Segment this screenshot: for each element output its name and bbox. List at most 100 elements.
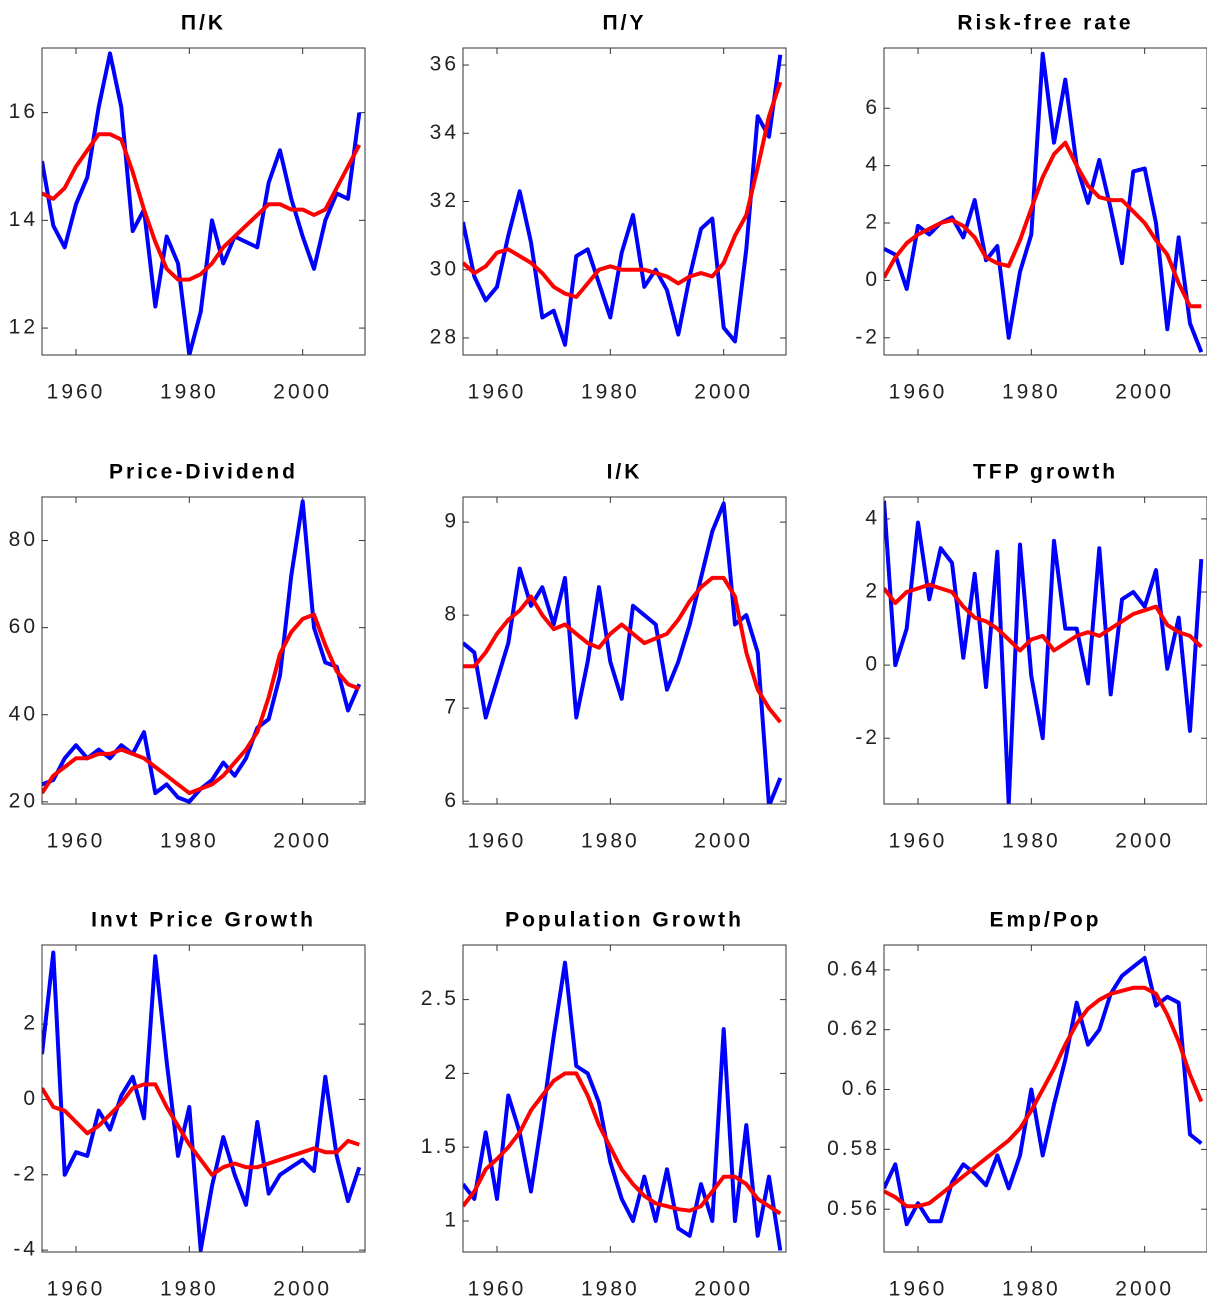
x-tick-label: 1960 xyxy=(468,830,527,853)
y-tick-label: 36 xyxy=(430,53,459,76)
panel: Π/Y 28 30 32 34 36 1960 1980 2000 xyxy=(430,12,787,404)
y-tick-label: 28 xyxy=(430,325,459,348)
y-tick-label: 80 xyxy=(9,528,38,551)
x-tick-label: 1980 xyxy=(581,1278,640,1301)
y-tick-label: 32 xyxy=(430,189,459,212)
x-tick-label: 2000 xyxy=(1115,381,1174,404)
panel: Invt Price Growth -4 -2 0 2 1960 1980 2000 xyxy=(13,909,366,1301)
panel: Risk-free rate -2 0 2 4 6 1960 1980 2000 xyxy=(855,12,1207,404)
series-line xyxy=(42,1082,360,1177)
panel: I/K 6 7 8 9 1960 1980 2000 xyxy=(444,461,787,853)
y-tick-label: 16 xyxy=(9,100,38,123)
y-tick-label: 8 xyxy=(444,603,459,626)
y-tick-label: 60 xyxy=(9,615,38,638)
y-tick-label: 0.62 xyxy=(827,1017,880,1040)
x-tick-label: 2000 xyxy=(694,1278,753,1301)
plot-frame xyxy=(462,47,787,356)
y-tick-label: 0 xyxy=(865,653,880,676)
y-tick-label: 40 xyxy=(9,702,38,725)
series-line xyxy=(463,501,783,804)
y-tick-label: -2 xyxy=(855,726,880,749)
x-tick-label: 2000 xyxy=(694,830,753,853)
panel-title: Π/K xyxy=(181,12,226,35)
x-tick-label: 1960 xyxy=(889,381,948,404)
series-line xyxy=(884,51,1204,353)
plot-frame xyxy=(462,944,787,1253)
x-tick-label: 1960 xyxy=(47,830,106,853)
y-tick-label: 34 xyxy=(430,121,459,144)
y-tick-label: 0.6 xyxy=(842,1077,880,1100)
y-tick-label: 4 xyxy=(865,153,880,176)
panel: Price-Dividend 20 40 60 80 1960 1980 2000 xyxy=(9,461,366,853)
series-line xyxy=(463,575,782,724)
series-line xyxy=(463,81,783,299)
panel-title: Emp/Pop xyxy=(989,909,1101,932)
y-tick-label: 6 xyxy=(865,96,880,119)
y-tick-label: 2 xyxy=(865,580,880,603)
plot-frame xyxy=(883,47,1207,356)
x-tick-label: 1980 xyxy=(160,1278,219,1301)
plot-frame xyxy=(462,496,787,805)
series-line xyxy=(42,51,362,355)
panel: Population Growth 1 1.5 2 2.5 1960 1980 2000 xyxy=(421,909,787,1301)
y-tick-label: 1 xyxy=(444,1209,459,1232)
x-tick-label: 2000 xyxy=(694,381,753,404)
y-tick-label: 9 xyxy=(444,510,459,533)
panel-title: I/K xyxy=(607,461,643,484)
plot-frame xyxy=(41,944,366,1253)
series-line xyxy=(463,1071,782,1216)
series-line xyxy=(884,955,1203,1227)
y-tick-label: 0.58 xyxy=(827,1137,880,1160)
x-tick-label: 1980 xyxy=(581,381,640,404)
x-tick-label: 2000 xyxy=(1115,1278,1174,1301)
series-line xyxy=(42,612,361,796)
y-tick-label: 12 xyxy=(9,316,38,339)
x-tick-label: 1980 xyxy=(1002,830,1061,853)
series-line xyxy=(884,500,1204,804)
x-tick-label: 1960 xyxy=(47,1278,106,1301)
panel-title: TFP growth xyxy=(973,461,1118,484)
y-tick-label: -4 xyxy=(13,1238,38,1261)
y-tick-label: 0 xyxy=(23,1087,38,1110)
y-tick-label: 0.64 xyxy=(827,957,880,980)
x-tick-label: 1960 xyxy=(889,1278,948,1301)
panel-title: Risk-free rate xyxy=(957,12,1133,35)
panel-title: Invt Price Growth xyxy=(91,909,316,932)
x-tick-label: 1980 xyxy=(160,381,219,404)
x-tick-label: 2000 xyxy=(273,381,332,404)
panel: TFP growth -2 0 2 4 1960 1980 2000 xyxy=(855,461,1207,853)
y-tick-label: 0 xyxy=(865,268,880,291)
x-tick-label: 1980 xyxy=(160,830,219,853)
x-tick-label: 1980 xyxy=(1002,381,1061,404)
series-line xyxy=(884,582,1203,653)
panel: Π/K 12 14 16 1960 1980 2000 xyxy=(9,12,366,404)
plot-frame xyxy=(883,944,1207,1253)
x-tick-label: 1960 xyxy=(47,381,106,404)
y-tick-label: 0.56 xyxy=(827,1197,880,1220)
series-line xyxy=(884,140,1202,309)
x-tick-label: 1980 xyxy=(581,830,640,853)
series-line xyxy=(42,132,362,282)
x-tick-label: 1960 xyxy=(468,381,527,404)
plot-frame xyxy=(41,47,366,356)
y-tick-label: 30 xyxy=(430,257,459,280)
y-tick-label: -2 xyxy=(13,1162,38,1185)
y-tick-label: -2 xyxy=(855,325,880,348)
y-tick-label: 2 xyxy=(444,1061,459,1084)
plot-frame xyxy=(41,496,366,805)
y-tick-label: 4 xyxy=(865,506,880,529)
series-line xyxy=(42,950,362,1252)
x-tick-label: 1960 xyxy=(889,830,948,853)
y-tick-label: 2 xyxy=(23,1012,38,1035)
panel-title: Population Growth xyxy=(505,909,744,932)
x-tick-label: 1960 xyxy=(468,1278,527,1301)
x-tick-label: 2000 xyxy=(1115,830,1174,853)
panel: Emp/Pop 0.56 0.58 0.6 0.62 0.64 1960 1980 2000 xyxy=(827,909,1207,1301)
y-tick-label: 20 xyxy=(9,789,38,812)
y-tick-label: 2.5 xyxy=(421,987,459,1010)
x-tick-label: 2000 xyxy=(273,830,332,853)
panel-title: Price-Dividend xyxy=(109,461,298,484)
panel-title: Π/Y xyxy=(602,12,646,35)
series-line xyxy=(884,985,1204,1209)
